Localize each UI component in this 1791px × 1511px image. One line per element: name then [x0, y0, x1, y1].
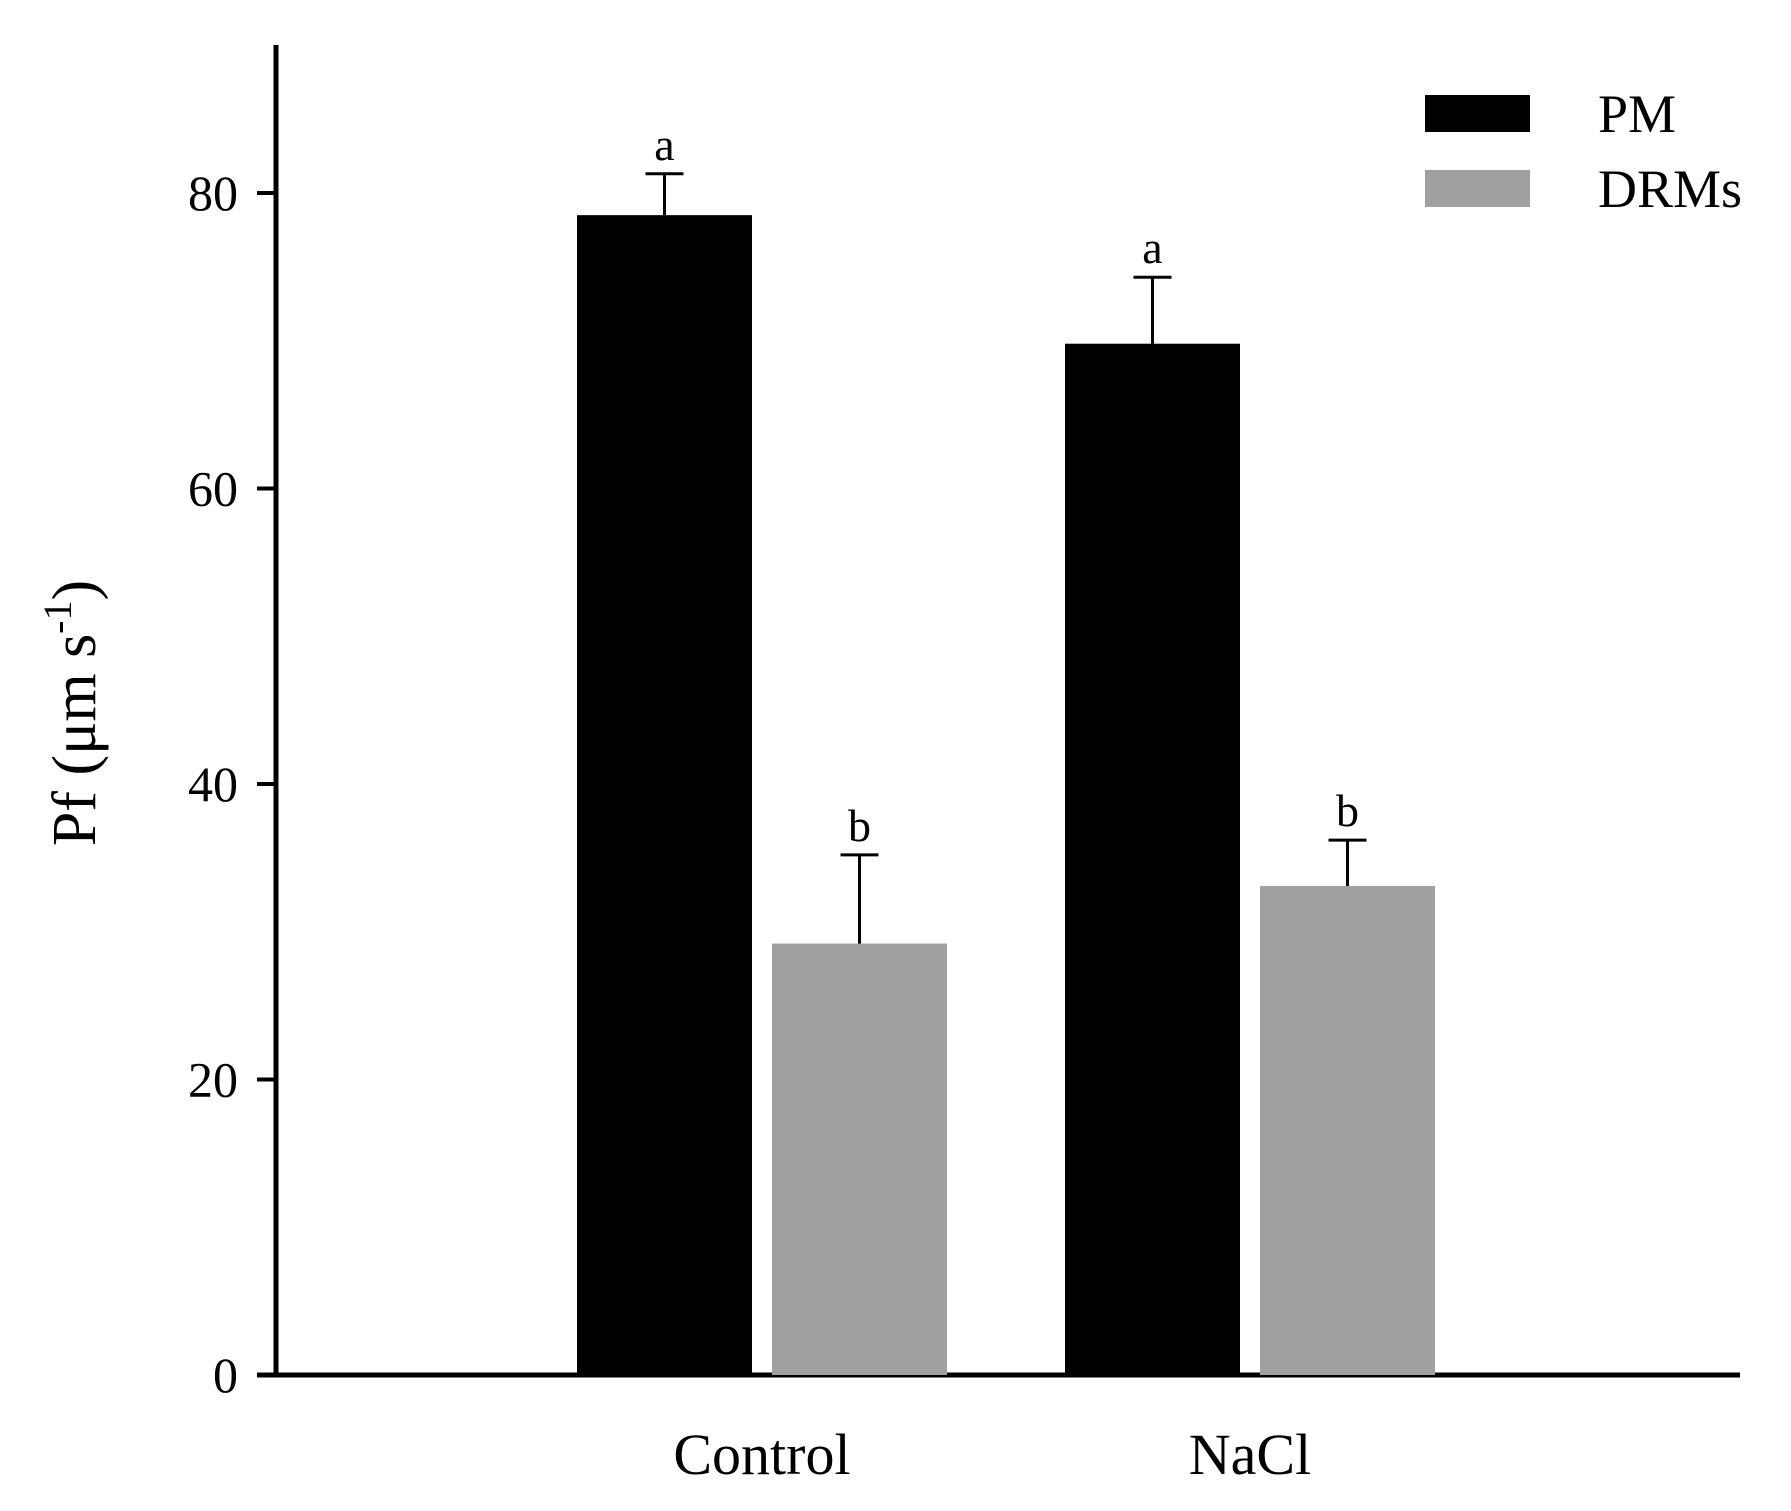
bars: a b a b	[577, 119, 1435, 1376]
bar-pm-nacl	[1065, 343, 1240, 1376]
category-label-nacl: NaCl	[1189, 1422, 1311, 1487]
category-label-control: Control	[673, 1422, 850, 1487]
legend-label-drms: DRMs	[1598, 159, 1742, 219]
bar-drms-nacl	[1260, 885, 1435, 1375]
y-tick-label: 20	[188, 1052, 238, 1108]
y-axis-label: Pf (μm s-1)	[35, 580, 109, 846]
legend: PM DRMs	[1425, 84, 1742, 219]
category-labels: Control NaCl	[673, 1422, 1311, 1487]
axes	[257, 45, 1740, 1378]
legend-swatch-pm	[1425, 95, 1530, 132]
y-ticks: 0 20 40 60 80	[188, 165, 276, 1403]
significance-letter: a	[1142, 222, 1162, 273]
y-tick-label: 60	[188, 461, 238, 517]
significance-letter: b	[1336, 785, 1359, 836]
legend-label-pm: PM	[1598, 84, 1676, 144]
significance-letter: b	[848, 800, 871, 851]
y-axis-label-superscript: -1	[35, 600, 80, 633]
legend-swatch-drms	[1425, 170, 1530, 207]
bar-pm-control	[577, 215, 752, 1376]
y-tick-label: 80	[188, 165, 238, 221]
y-tick-label: 40	[188, 756, 238, 812]
y-axis-label-text: Pf (μm s	[41, 634, 109, 846]
significance-letter: a	[654, 119, 674, 170]
bar-drms-control	[772, 943, 947, 1375]
y-axis-label-close: )	[41, 580, 109, 601]
y-tick-label: 0	[213, 1347, 238, 1403]
